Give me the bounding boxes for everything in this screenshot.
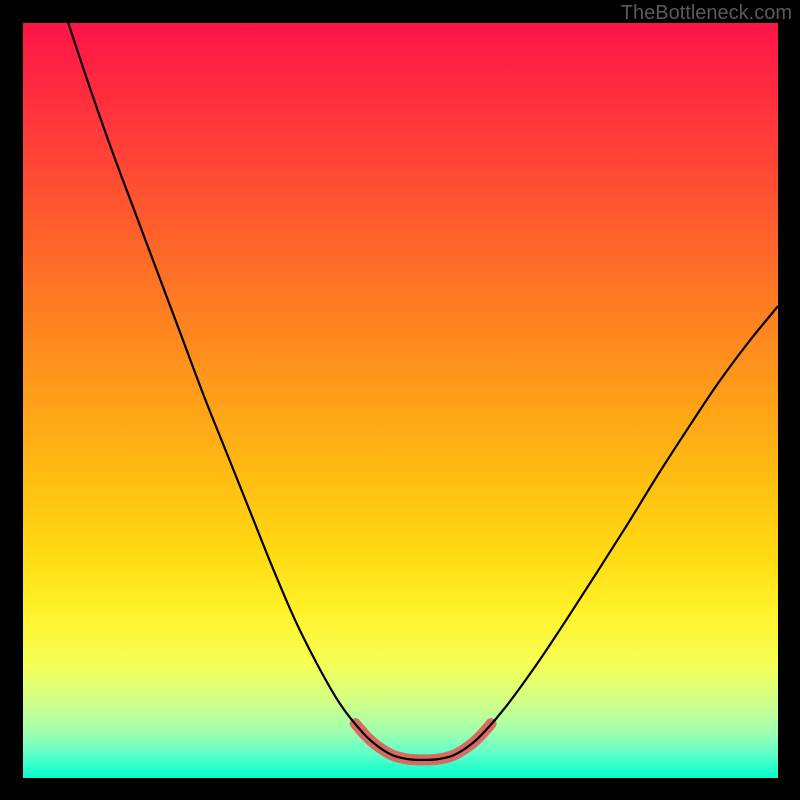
watermark-text: TheBottleneck.com bbox=[621, 2, 792, 25]
curve-layer bbox=[23, 23, 778, 778]
bottleneck-chart bbox=[23, 23, 778, 778]
highlight-segment bbox=[355, 724, 491, 760]
bottleneck-curve bbox=[68, 23, 778, 760]
